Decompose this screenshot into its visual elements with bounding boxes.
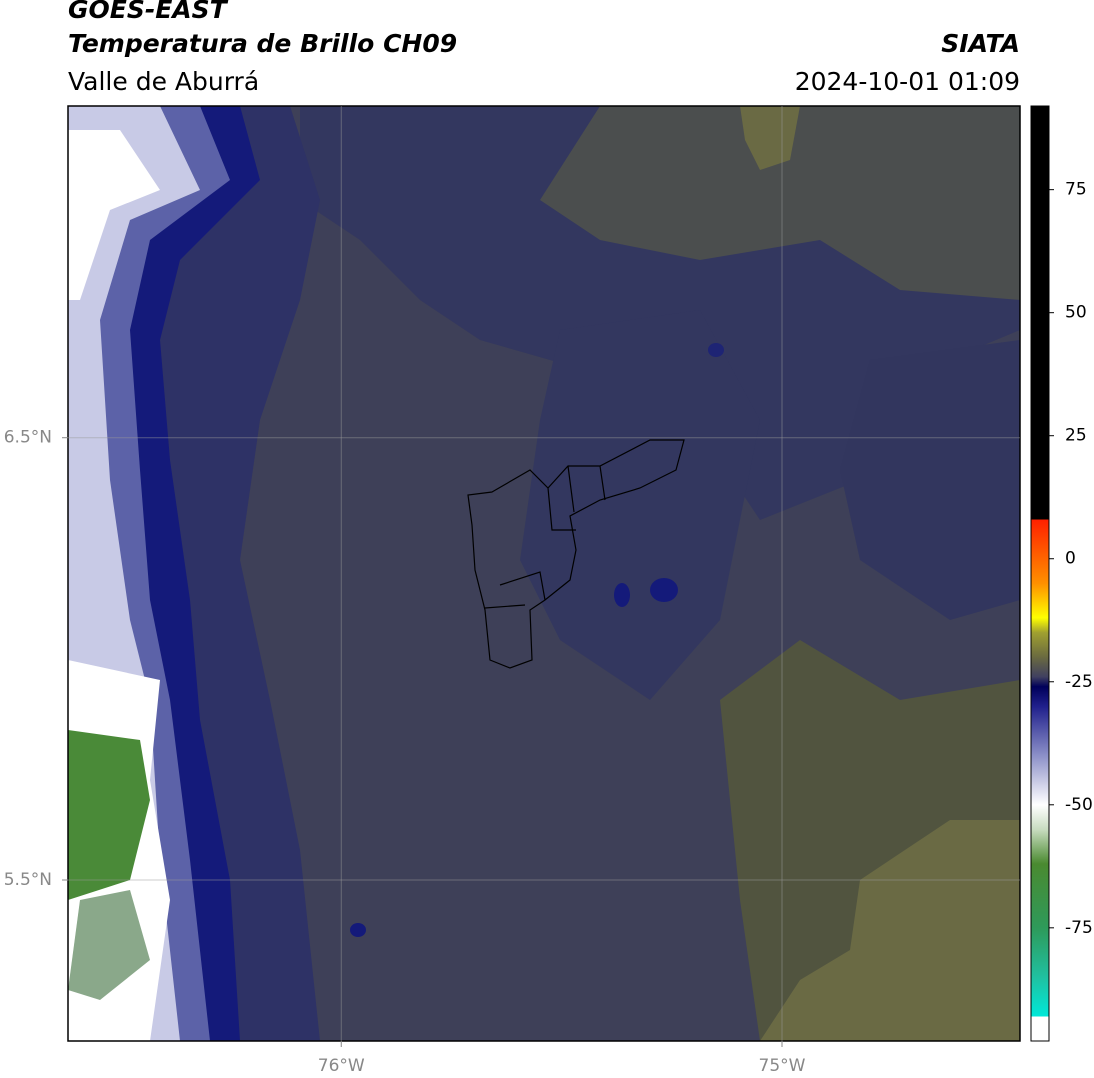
region: Valle de Aburrá xyxy=(68,67,259,96)
colorbar-tick-label: 25 xyxy=(1065,426,1087,446)
y-tick-label: 6.5°N xyxy=(4,428,52,448)
x-tick-label: 75°W xyxy=(759,1056,806,1076)
x-tick-label: 76°W xyxy=(318,1056,365,1076)
map-image xyxy=(68,106,1020,1041)
colorbar-tick-label: 75 xyxy=(1065,180,1087,200)
timestamp: 2024-10-01 01:09 xyxy=(795,67,1020,96)
colorbar-tick-label: -75 xyxy=(1065,918,1093,938)
y-tick-label: 5.5°N xyxy=(4,870,52,890)
map-frame xyxy=(67,105,1021,1042)
colorbar-tick-label: 0 xyxy=(1065,549,1076,569)
colorbar-tick-label: 50 xyxy=(1065,303,1087,323)
colorbar-tick-label: -25 xyxy=(1065,672,1093,692)
colorbar xyxy=(1030,105,1050,1042)
title: GOES-EAST xyxy=(68,0,229,24)
colorbar-tick-label: -50 xyxy=(1065,795,1093,815)
subtitle: Temperatura de Brillo CH09 xyxy=(68,29,457,58)
source: SIATA xyxy=(941,29,1020,58)
